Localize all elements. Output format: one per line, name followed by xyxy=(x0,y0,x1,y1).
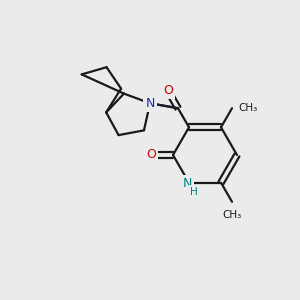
Text: CH₃: CH₃ xyxy=(222,210,242,220)
Text: H: H xyxy=(190,187,198,197)
Text: O: O xyxy=(163,84,173,98)
Text: N: N xyxy=(145,97,155,110)
Text: O: O xyxy=(146,148,156,161)
Text: N: N xyxy=(182,177,192,190)
Text: CH₃: CH₃ xyxy=(238,103,257,113)
